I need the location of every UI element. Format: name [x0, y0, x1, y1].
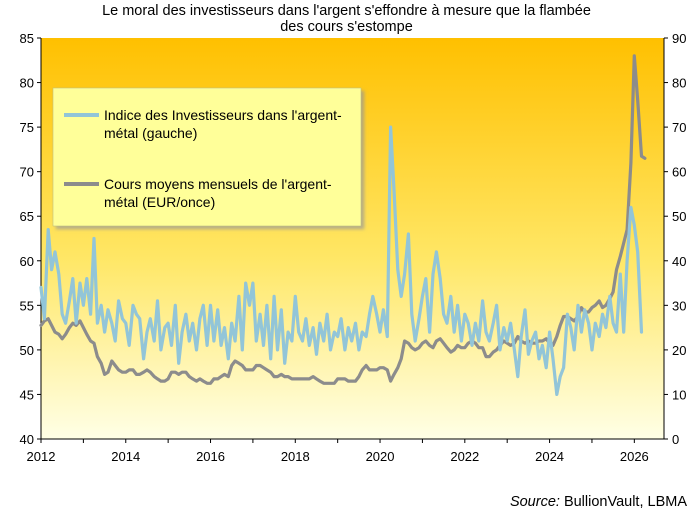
- x-axis-tick-label: 2024: [535, 449, 564, 464]
- x-axis-tick-label: 2018: [281, 449, 310, 464]
- x-axis-tick-label: 2012: [27, 449, 56, 464]
- right-axis-tick-label: 30: [672, 298, 686, 313]
- right-axis-tick-label: 70: [672, 120, 686, 135]
- legend-label-price-line1: Cours moyens mensuels de l'argent-: [104, 176, 332, 192]
- legend-label-index-line2: métal (gauche): [104, 125, 197, 141]
- left-axis-tick-label: 70: [20, 165, 34, 180]
- price-series-group: [39, 54, 647, 385]
- x-axis-tick-label: 2022: [450, 449, 479, 464]
- legend: Indice des Investisseurs dans l'argent- …: [52, 87, 362, 227]
- index-series-line: [39, 125, 644, 396]
- chart-title-line2: des cours s'estompe: [280, 19, 413, 35]
- right-axis-tick-label: 20: [672, 343, 686, 358]
- left-axis-tick-label: 65: [20, 209, 34, 224]
- x-axis-tick-label: 2026: [620, 449, 649, 464]
- right-axis-tick-label: 80: [672, 76, 686, 91]
- left-axis-tick-label: 60: [20, 254, 34, 269]
- legend-label-price-line2: métal (EUR/once): [104, 194, 215, 210]
- axes: 40 45 50 55 60 65 70 75 80 85 0 10 20 30 40 50 60 70 80 90 2…: [20, 31, 687, 464]
- right-axis-tick-label: 90: [672, 31, 686, 46]
- chart-title-line1: Le moral des investisseurs dans l'argent…: [102, 3, 591, 19]
- index-series-group: [39, 125, 644, 396]
- x-axis-tick-label: 2014: [111, 449, 140, 464]
- right-axis-tick-label: 50: [672, 209, 686, 224]
- left-axis-tick-label: 85: [20, 31, 34, 46]
- source-text: BullionVault, LBMA: [559, 494, 687, 510]
- left-axis-tick-label: 40: [20, 432, 34, 447]
- right-axis-tick-label: 0: [672, 432, 679, 447]
- legend-box: [52, 87, 362, 227]
- right-axis-tick-label: 40: [672, 254, 686, 269]
- left-axis-tick-label: 50: [20, 343, 34, 358]
- legend-label-index-line1: Indice des Investisseurs dans l'argent-: [104, 107, 342, 123]
- left-axis-tick-label: 75: [20, 120, 34, 135]
- source-note: Source: BullionVault, LBMA: [510, 494, 687, 510]
- source-prefix: Source:: [509, 494, 560, 510]
- left-axis-tick-label: 55: [20, 298, 34, 313]
- right-axis-tick-label: 10: [672, 387, 686, 402]
- price-series-line: [39, 54, 647, 385]
- x-axis-tick-label: 2020: [366, 449, 395, 464]
- x-axis-tick-label: 2016: [196, 449, 225, 464]
- left-axis-tick-label: 80: [20, 76, 34, 91]
- left-axis-tick-label: 45: [20, 387, 34, 402]
- right-axis-tick-label: 60: [672, 165, 686, 180]
